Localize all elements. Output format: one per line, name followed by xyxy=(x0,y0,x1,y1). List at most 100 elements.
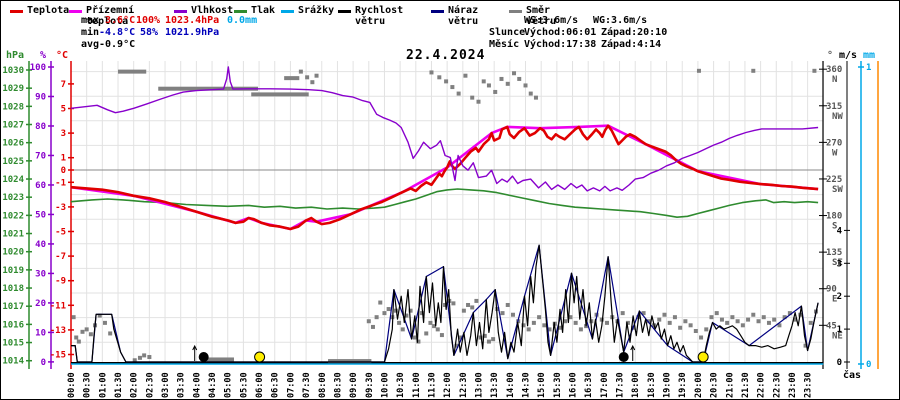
svg-text:S: S xyxy=(832,222,837,232)
wind-direction-scatter xyxy=(71,68,818,364)
svg-text:1: 1 xyxy=(866,63,871,73)
svg-text:-5: -5 xyxy=(55,228,66,238)
svg-text:18:00: 18:00 xyxy=(631,372,641,398)
moonset-time: Západ:4:14 xyxy=(601,39,662,50)
svg-text:12:00: 12:00 xyxy=(443,372,453,398)
stat-rain-total: 0.0mm xyxy=(227,15,258,26)
temperature-axis-header: °C xyxy=(56,50,69,61)
svg-text:W: W xyxy=(832,148,838,158)
svg-text:2: 2 xyxy=(837,292,842,302)
svg-text:1: 1 xyxy=(61,154,66,164)
svg-text:14:30: 14:30 xyxy=(522,372,532,398)
svg-text:270: 270 xyxy=(826,138,842,148)
legend-swatch xyxy=(281,10,294,13)
svg-text:90: 90 xyxy=(35,92,46,102)
svg-text:180: 180 xyxy=(826,212,842,222)
pressure-axis-header: hPa xyxy=(6,50,25,61)
svg-text:00:00: 00:00 xyxy=(67,372,77,398)
stat-wind-gust: WG:3.6m/s xyxy=(593,15,648,26)
svg-text:0: 0 xyxy=(61,166,66,176)
svg-text:20: 20 xyxy=(35,299,46,309)
legend-label: Náraz větru xyxy=(448,5,479,27)
svg-text:1019: 1019 xyxy=(2,266,24,276)
svg-text:315: 315 xyxy=(826,102,842,112)
legend-label: Přízemní teplota xyxy=(86,5,135,27)
svg-text:09:30: 09:30 xyxy=(365,372,375,398)
windspeed-axis-header: m/s xyxy=(839,50,858,61)
svg-text:-13: -13 xyxy=(50,326,66,336)
svg-text:360: 360 xyxy=(826,65,842,75)
svg-text:1021: 1021 xyxy=(2,230,24,240)
humidity-axis-header: % xyxy=(40,50,47,61)
svg-text:02:30: 02:30 xyxy=(145,372,155,398)
stat-min-pressure: 1021.9hPa xyxy=(165,27,220,38)
svg-text:20:00: 20:00 xyxy=(694,372,704,398)
legend-label: Vlhkost xyxy=(191,5,234,16)
svg-text:02:00: 02:00 xyxy=(130,372,140,398)
svg-text:21:30: 21:30 xyxy=(741,372,751,398)
svg-text:50: 50 xyxy=(35,210,46,220)
rain-axis-header: mm xyxy=(863,50,876,61)
svg-text:NE: NE xyxy=(832,331,843,341)
legend-swatch xyxy=(234,10,247,13)
legend-swatch xyxy=(509,10,522,13)
svg-text:70: 70 xyxy=(35,151,46,161)
svg-text:17:30: 17:30 xyxy=(616,372,626,398)
svg-text:-3: -3 xyxy=(55,203,66,213)
svg-text:1030: 1030 xyxy=(2,66,24,76)
moon-rise-marker xyxy=(618,352,629,362)
svg-text:225: 225 xyxy=(826,175,842,185)
svg-text:22:00: 22:00 xyxy=(757,372,767,398)
svg-text:1027: 1027 xyxy=(2,121,24,131)
svg-text:18:30: 18:30 xyxy=(647,372,657,398)
svg-text:23:30: 23:30 xyxy=(804,372,814,398)
svg-text:16:00: 16:00 xyxy=(569,372,579,398)
svg-text:1015: 1015 xyxy=(2,339,24,349)
temperature-line xyxy=(70,124,819,231)
svg-text:06:30: 06:30 xyxy=(271,372,281,398)
svg-text:14:00: 14:00 xyxy=(506,372,516,398)
svg-text:-1: -1 xyxy=(55,178,66,188)
svg-text:09:00: 09:00 xyxy=(349,372,359,398)
svg-text:22:30: 22:30 xyxy=(772,372,782,398)
svg-text:10:30: 10:30 xyxy=(396,372,406,398)
svg-text:03:30: 03:30 xyxy=(177,372,187,398)
moon-label: Měsíc xyxy=(489,39,520,50)
svg-text:100: 100 xyxy=(30,63,46,73)
stat-min-temp: -4.8°C xyxy=(99,27,136,38)
svg-text:13:00: 13:00 xyxy=(475,372,485,398)
moonrise-time: Východ:17:38 xyxy=(524,39,597,50)
stat-max-pressure: 1023.4hPa xyxy=(165,15,220,26)
svg-text:1029: 1029 xyxy=(2,84,24,94)
svg-text:1016: 1016 xyxy=(2,320,24,330)
svg-text:3: 3 xyxy=(61,129,66,139)
legend-swatch xyxy=(10,10,23,13)
svg-text:1020: 1020 xyxy=(2,248,24,258)
svg-text:4: 4 xyxy=(837,226,843,236)
humidity-line xyxy=(70,66,819,192)
legend-label: Srážky xyxy=(298,5,335,16)
svg-text:7: 7 xyxy=(61,80,66,90)
stat-wind-speed: WS:3.6m/s xyxy=(524,15,579,26)
svg-text:135: 135 xyxy=(826,248,842,258)
sun-moon-markers xyxy=(192,344,709,363)
left-axes: 1030102910281027102610251024102310221021… xyxy=(2,61,74,369)
svg-text:00:30: 00:30 xyxy=(83,372,93,398)
svg-text:1024: 1024 xyxy=(2,175,24,185)
svg-text:90: 90 xyxy=(826,285,837,295)
svg-text:SE: SE xyxy=(832,258,843,268)
svg-text:23:00: 23:00 xyxy=(788,372,798,398)
legend-swatch xyxy=(69,10,82,13)
grid xyxy=(71,61,824,363)
svg-text:30: 30 xyxy=(35,269,46,279)
svg-text:13:30: 13:30 xyxy=(490,372,500,398)
svg-text:N: N xyxy=(832,75,837,85)
svg-text:3: 3 xyxy=(837,259,842,269)
svg-text:40: 40 xyxy=(35,240,46,250)
legend-label: Teplota xyxy=(27,5,70,16)
svg-text:0: 0 xyxy=(837,358,842,368)
svg-text:16:30: 16:30 xyxy=(584,372,594,398)
svg-text:08:30: 08:30 xyxy=(333,372,343,398)
